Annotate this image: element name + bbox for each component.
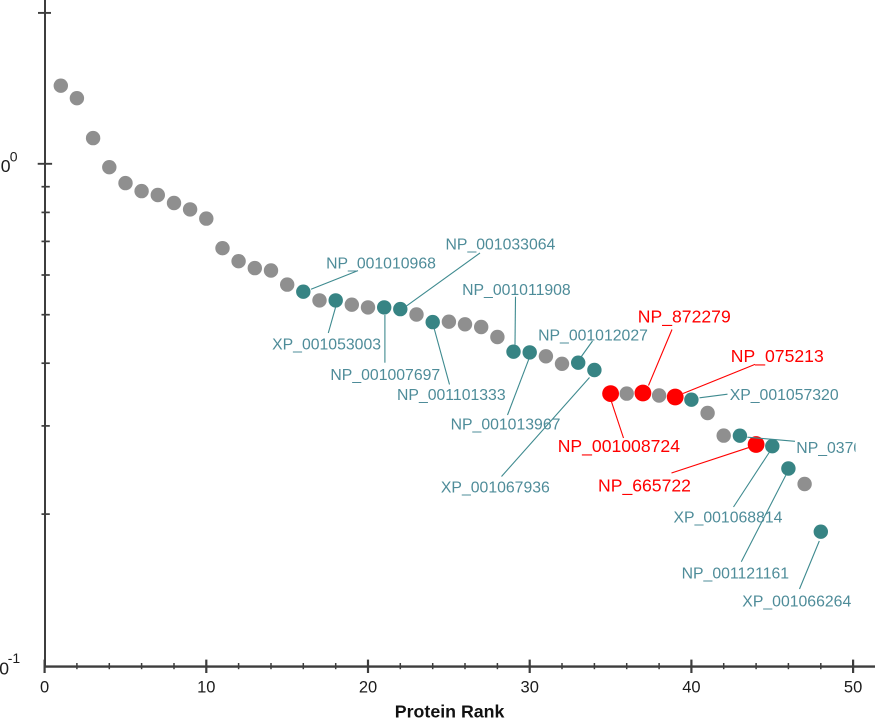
svg-text:NP_001013967: NP_001013967 [451,416,561,433]
svg-text:Protein Rank: Protein Rank [395,702,505,722]
svg-text:XP_001067936: XP_001067936 [441,480,550,497]
svg-text:0: 0 [10,149,18,165]
svg-text:40: 40 [682,678,700,696]
svg-text:NP_001007697: NP_001007697 [330,367,440,384]
svg-text:XP_001066264: XP_001066264 [742,593,851,610]
svg-text:NP_001008724: NP_001008724 [558,436,681,457]
svg-text:XP_001068814: XP_001068814 [674,509,783,526]
svg-text:50: 50 [844,678,862,696]
svg-text:NP_872279: NP_872279 [638,306,731,327]
svg-text:NP_001121161: NP_001121161 [682,565,790,582]
svg-text:10: 10 [0,156,11,176]
svg-text:10: 10 [0,659,9,679]
svg-text:0: 0 [40,678,49,696]
svg-text:NP_001010968: NP_001010968 [326,255,436,272]
svg-text:NP_001101333: NP_001101333 [397,387,506,404]
svg-text:NP_001011908: NP_001011908 [462,282,571,299]
svg-text:30: 30 [521,678,539,696]
svg-text:XP_001053003: XP_001053003 [272,337,381,354]
svg-text:XP_001057320: XP_001057320 [730,387,839,404]
svg-text:NP_037064: NP_037064 [796,440,875,457]
svg-text:NP_001012027: NP_001012027 [538,327,648,344]
svg-text:20: 20 [359,678,377,696]
svg-text:-1: -1 [8,650,21,666]
svg-text:NP_001033064: NP_001033064 [446,236,556,253]
svg-text:NP_665722: NP_665722 [598,476,691,497]
svg-text:10: 10 [197,678,215,696]
svg-text:NP_075213: NP_075213 [731,346,824,367]
